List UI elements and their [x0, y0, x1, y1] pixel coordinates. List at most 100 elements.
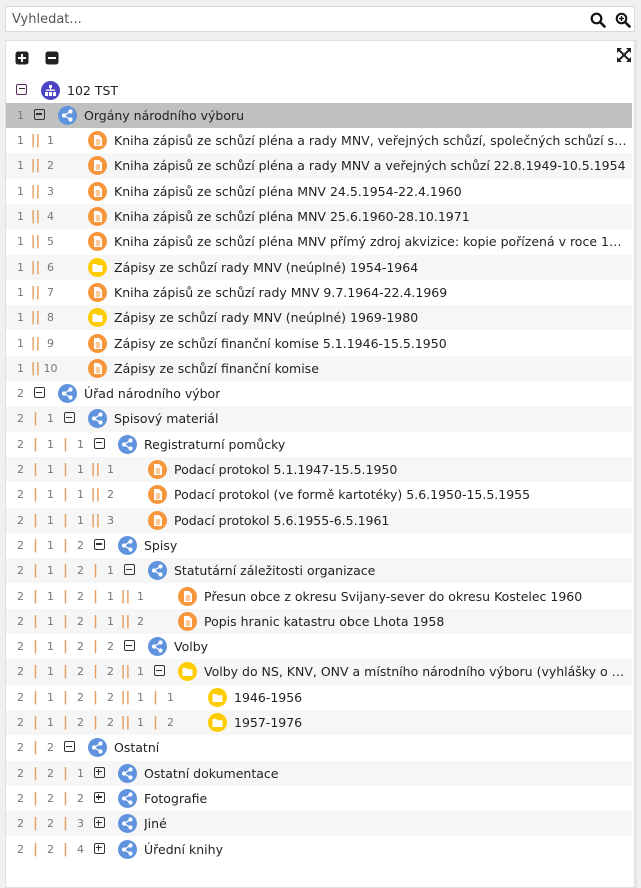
search-icon[interactable]: [590, 12, 606, 28]
code-segment: 2: [77, 665, 84, 679]
tree-node-label[interactable]: Kniha zápisů ze schůzí pléna MNV 25.6.19…: [114, 209, 470, 224]
code-separator: |: [63, 715, 68, 730]
code-separator: |: [93, 588, 98, 604]
tree-node-label[interactable]: Jiné: [144, 816, 167, 832]
tree-node[interactable]: 1 || 3 Kniha zápisů ze schůzí pléna MNV 24.…: [6, 179, 632, 204]
collapse-toggle-icon[interactable]: [16, 83, 27, 95]
tree-node-label[interactable]: Statutární záležitosti organizace: [174, 563, 376, 579]
tree-node-label[interactable]: Kniha zápisů ze schůzí rady MNV 9.7.1964…: [114, 284, 448, 300]
tree-node-label[interactable]: Registraturní pomůcky: [144, 436, 286, 452]
tree-node-label[interactable]: Zápisy ze schůzí rady MNV (neúplné) 1969…: [114, 310, 419, 326]
tree-node[interactable]: 2 | 1 | 1 || 1 Podací protokol 5.1.1947-15.5.19…: [6, 457, 632, 483]
code-segment: 1: [47, 513, 54, 527]
tree-node-label[interactable]: Přesun obce z okresu Svijany-sever do ok…: [204, 588, 583, 604]
share-icon: [147, 637, 167, 657]
tree-node[interactable]: 2 | 2 | 2 Fotografie: [6, 786, 632, 811]
tree-node[interactable]: 2 | 1 | 2 | 2 || 1 Volby do NS, KNV, ONV a místní…: [6, 659, 632, 685]
tree-node[interactable]: 1 || 8 Zápisy ze schůzí rady MNV (neúplné) …: [6, 305, 632, 331]
collapse-toggle-icon[interactable]: [93, 437, 105, 449]
tree-node-label[interactable]: Kniha zápisů ze schůzí pléna MNV přímý z…: [114, 234, 628, 250]
tree-node[interactable]: 2 | 1 | 1 || 3 Podací protokol 5.6.1955-6.5.196…: [6, 507, 632, 533]
collapse-toggle-icon[interactable]: [93, 538, 105, 550]
collapse-toggle-icon[interactable]: [123, 564, 135, 576]
tree-node[interactable]: 1 || 10 Zápisy ze schůzí finanční komise: [6, 355, 632, 382]
tree-node[interactable]: 1 || 4 Kniha zápisů ze schůzí pléna MNV 25.…: [6, 204, 632, 230]
tree-node-label[interactable]: 1957-1976: [234, 715, 303, 730]
code-segment: 2: [107, 665, 114, 679]
tree-node[interactable]: 2 | 2 Ostatní: [6, 735, 632, 760]
expand-toggle-icon[interactable]: [93, 817, 105, 829]
tree-node[interactable]: 1 || 1 Kniha zápisů ze schůzí pléna a rady …: [6, 128, 632, 153]
tree-node[interactable]: 2 | 1 Spisový materiál: [6, 406, 632, 432]
tree-node[interactable]: 2 Úřad národního výbor: [6, 381, 632, 406]
tree-node-label[interactable]: Kniha zápisů ze schůzí pléna a rady MNV,…: [114, 133, 628, 149]
code-segment: 1: [137, 716, 144, 729]
tree-node[interactable]: 2 | 2 | 4 Úřední knihy: [6, 837, 632, 862]
code-separator: |: [93, 689, 98, 705]
code-segment: 1: [47, 640, 54, 654]
tree-node-label[interactable]: 1946-1956: [234, 689, 303, 705]
tree-node-label[interactable]: Úřední knihy: [144, 841, 223, 857]
tree-node[interactable]: 1 || 2 Kniha zápisů ze schůzí pléna a rady …: [6, 153, 632, 179]
search-input[interactable]: [12, 9, 572, 29]
code-segment: 2: [107, 488, 114, 502]
fullscreen-icon[interactable]: [617, 48, 631, 62]
collapse-toggle-icon[interactable]: [153, 665, 165, 677]
tree-node[interactable]: 2 | 1 | 1 || 2 Podací protokol (ve formě kartot…: [6, 482, 632, 507]
tree-node-root[interactable]: 102 TST: [6, 78, 632, 103]
tree-node[interactable]: 1 || 9 Zápisy ze schůzí finanční komise 5.1…: [6, 331, 632, 356]
code-segment: 2: [17, 614, 24, 628]
collapse-toggle-icon[interactable]: [123, 640, 135, 652]
tree-node[interactable]: 2 | 1 | 2 | 2 || 1 | 2 1957-1976: [6, 710, 632, 736]
collapse-toggle-icon[interactable]: [33, 108, 45, 120]
tree-node-label[interactable]: Podací protokol 5.1.1947-15.5.1950: [174, 462, 398, 477]
tree-node[interactable]: 2 | 1 | 1 Registraturní pomůcky: [6, 432, 632, 457]
tree-node-label[interactable]: Ostatní: [114, 740, 160, 756]
tree-node-label[interactable]: Zápisy ze schůzí finanční komise 5.1.194…: [114, 335, 447, 351]
tree-node-label[interactable]: 102 TST: [67, 82, 119, 98]
tree-node[interactable]: 1 || 6 Zápisy ze schůzí rady MNV (neúplné) …: [6, 254, 632, 280]
tree-node[interactable]: 1 || 5 Kniha zápisů ze schůzí pléna MNV pří…: [6, 229, 632, 254]
expand-toggle-icon[interactable]: [93, 766, 105, 778]
expand-toggle-icon[interactable]: [93, 791, 105, 803]
collapse-all-icon[interactable]: [45, 51, 59, 65]
tree-node[interactable]: 2 | 1 | 2 | 1 Statutární záležitosti organizace: [6, 558, 632, 584]
tree-node-label[interactable]: Podací protokol (ve formě kartotéky) 5.6…: [174, 487, 531, 503]
tree-node[interactable]: 2 | 2 | 1 Ostatní dokumentace: [6, 760, 632, 786]
expand-toggle-icon[interactable]: [93, 842, 105, 854]
tree-node-label[interactable]: Popis hranic katastru obce Lhota 1958: [204, 613, 445, 629]
tree-node[interactable]: 1 || 7 Kniha zápisů ze schůzí rady MNV 9.7.…: [6, 280, 632, 305]
code-separator: |: [33, 411, 38, 427]
tree-node[interactable]: 2 | 2 | 3 Jiné: [6, 811, 632, 837]
tree-node-label[interactable]: Zápisy ze schůzí rady MNV (neúplné) 1954…: [114, 259, 419, 275]
advanced-search-icon[interactable]: [615, 12, 631, 28]
collapse-toggle-icon[interactable]: [33, 387, 45, 399]
tree-node[interactable]: 2 | 1 | 2 | 2 || 1 | 1 1946-1956: [6, 685, 632, 710]
tree-node[interactable]: 2 | 1 | 2 | 2 Volby: [6, 634, 632, 659]
code-separator: |: [63, 436, 68, 452]
tree-node-label[interactable]: Spisový materiál: [114, 411, 219, 427]
tree-node-label[interactable]: Volby do NS, KNV, ONV a místního národní…: [204, 664, 628, 680]
expand-all-icon[interactable]: [15, 51, 29, 65]
code-separator: |: [33, 790, 38, 806]
tree-node[interactable]: 2 | 1 | 2 Spisy: [6, 533, 632, 558]
code-segment: 7: [47, 285, 54, 299]
tree-node-label[interactable]: Kniha zápisů ze schůzí pléna MNV 24.5.19…: [114, 183, 462, 199]
folder-icon: [87, 308, 107, 328]
code-separator: ||: [30, 183, 41, 199]
tree-node-label[interactable]: Ostatní dokumentace: [144, 765, 279, 781]
code-separator: |: [63, 664, 68, 680]
tree-node-label[interactable]: Zápisy ze schůzí finanční komise: [114, 360, 319, 376]
tree-node[interactable]: 2 | 1 | 2 | 1 || 1 Přesun obce z okresu Svijany-s…: [6, 584, 632, 609]
tree-node-label[interactable]: Kniha zápisů ze schůzí pléna a rady MNV …: [114, 158, 626, 174]
tree-node-label[interactable]: Fotografie: [144, 790, 208, 806]
tree-node[interactable]: 1 Orgány národního výboru: [6, 102, 632, 129]
tree-node-label[interactable]: Orgány národního výboru: [84, 107, 245, 123]
tree-node-label[interactable]: Podací protokol 5.6.1955-6.5.1961: [174, 512, 390, 528]
tree-node-label[interactable]: Úřad národního výbor: [84, 386, 221, 402]
collapse-toggle-icon[interactable]: [63, 741, 75, 753]
tree-node-label[interactable]: Spisy: [144, 537, 178, 553]
tree-node[interactable]: 2 | 1 | 2 | 1 || 2 Popis hranic katastru obce Lho…: [6, 608, 632, 635]
collapse-toggle-icon[interactable]: [63, 412, 75, 424]
tree-node-label[interactable]: Volby: [174, 639, 209, 655]
